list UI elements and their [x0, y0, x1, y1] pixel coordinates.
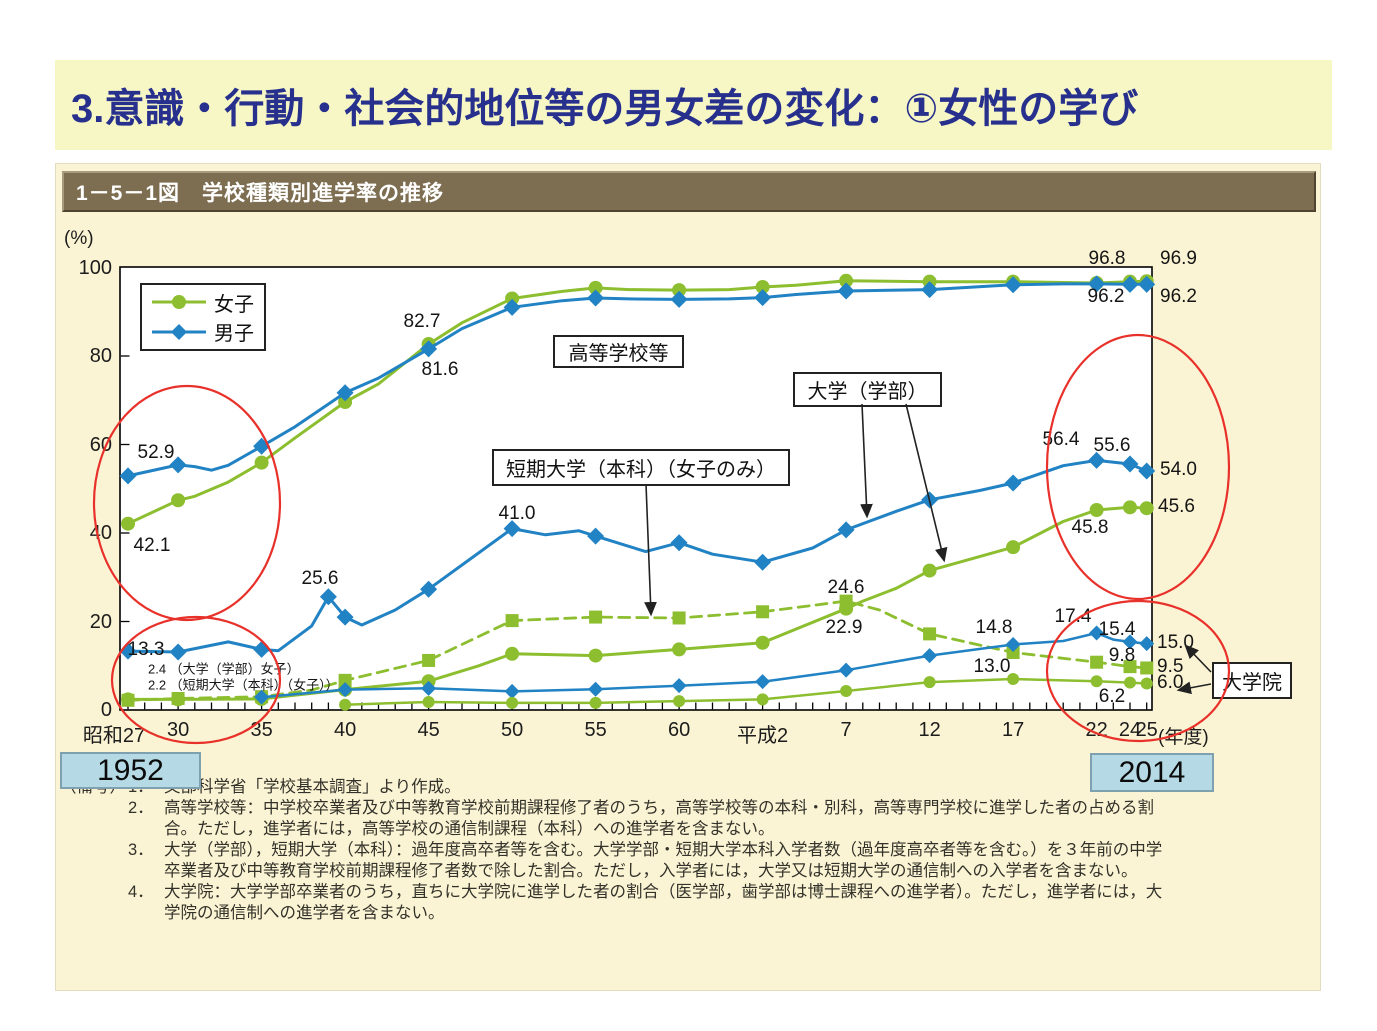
slide-title: 3.意識・行動・社会的地位等の男女差の変化：①女性の学び	[71, 87, 1139, 131]
end-year-badge: 2014	[1090, 753, 1214, 792]
note-item: 2． 高等学校等：中学校卒業者及び中等教育学校前期課程修了者のうち，高等学校等の本…	[60, 798, 1165, 840]
note-text: 高等学校等：中学校卒業者及び中等教育学校前期課程修了者のうち，高等学校等の本科・…	[164, 799, 1154, 838]
figure-header-bar: 1－5－1図 学校種類別進学率の推移	[62, 171, 1316, 212]
note-number: 2．	[128, 799, 154, 817]
note-prefix	[60, 798, 128, 840]
note-text: 大学院：大学学部卒業者のうち，直ちに大学院に進学した者の割合（医学部，歯学部は博…	[164, 883, 1163, 922]
note-prefix	[60, 840, 128, 882]
note-text: 文部科学省「学校基本調査」より作成。	[164, 778, 461, 796]
start-year-badge: 1952	[60, 752, 201, 789]
note-item: （備考）1．文部科学省「学校基本調査」より作成。	[60, 777, 1165, 798]
note-item: 4． 大学院：大学学部卒業者のうち，直ちに大学院に進学した者の割合（医学部，歯学部…	[60, 882, 1165, 924]
note-number: 3．	[128, 841, 154, 859]
note-number: 4．	[128, 883, 154, 901]
note-item: 3． 大学（学部），短期大学（本科）：過年度高卒者等を含む。大学学部・短期大学本科…	[60, 840, 1165, 882]
note-text: 大学（学部），短期大学（本科）：過年度高卒者等を含む。大学学部・短期大学本科入学…	[164, 841, 1163, 880]
figure-header-title: 1－5－1図 学校種類別進学率の推移	[76, 181, 445, 205]
note-prefix	[60, 882, 128, 924]
title-band: 3.意識・行動・社会的地位等の男女差の変化：①女性の学び	[55, 60, 1332, 150]
notes-block: （備考）1．文部科学省「学校基本調査」より作成。2． 高等学校等：中学校卒業者及び…	[60, 777, 1165, 924]
